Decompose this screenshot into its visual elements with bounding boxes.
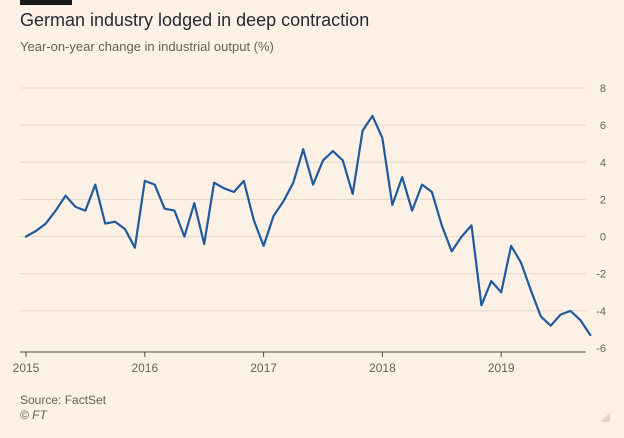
brand-bar — [20, 0, 72, 5]
y-tick-label: -2 — [596, 269, 606, 281]
x-tick-label: 2015 — [13, 361, 40, 375]
y-tick-label: 4 — [600, 157, 606, 169]
series-layer — [24, 114, 592, 337]
y-tick-label: 8 — [600, 83, 606, 95]
y-tick-label: 6 — [600, 120, 606, 132]
grid-lines — [20, 87, 586, 312]
y-tick-label: -4 — [596, 306, 606, 318]
y-tick-label: -6 — [596, 343, 606, 355]
x-tick-label: 2016 — [131, 361, 158, 375]
x-axis: 2015 2016 2017 2018 2019 — [13, 351, 586, 375]
y-axis-tick-labels: 8 6 4 2 0 -2 -4 -6 — [596, 83, 606, 355]
source-note: Source: FactSet — [20, 393, 107, 407]
copyright-note: © FT — [20, 408, 47, 422]
x-tick-label: 2018 — [369, 361, 396, 375]
chart-title: German industry lodged in deep contracti… — [20, 10, 370, 30]
resize-grip-icon[interactable] — [600, 412, 610, 422]
series-line-0 — [24, 114, 592, 337]
x-tick-label: 2019 — [488, 361, 515, 375]
x-tick-label: 2017 — [250, 361, 277, 375]
y-tick-label: 2 — [600, 194, 606, 206]
y-tick-label: 0 — [600, 232, 606, 244]
chart-subtitle: Year-on-year change in industrial output… — [20, 39, 274, 54]
